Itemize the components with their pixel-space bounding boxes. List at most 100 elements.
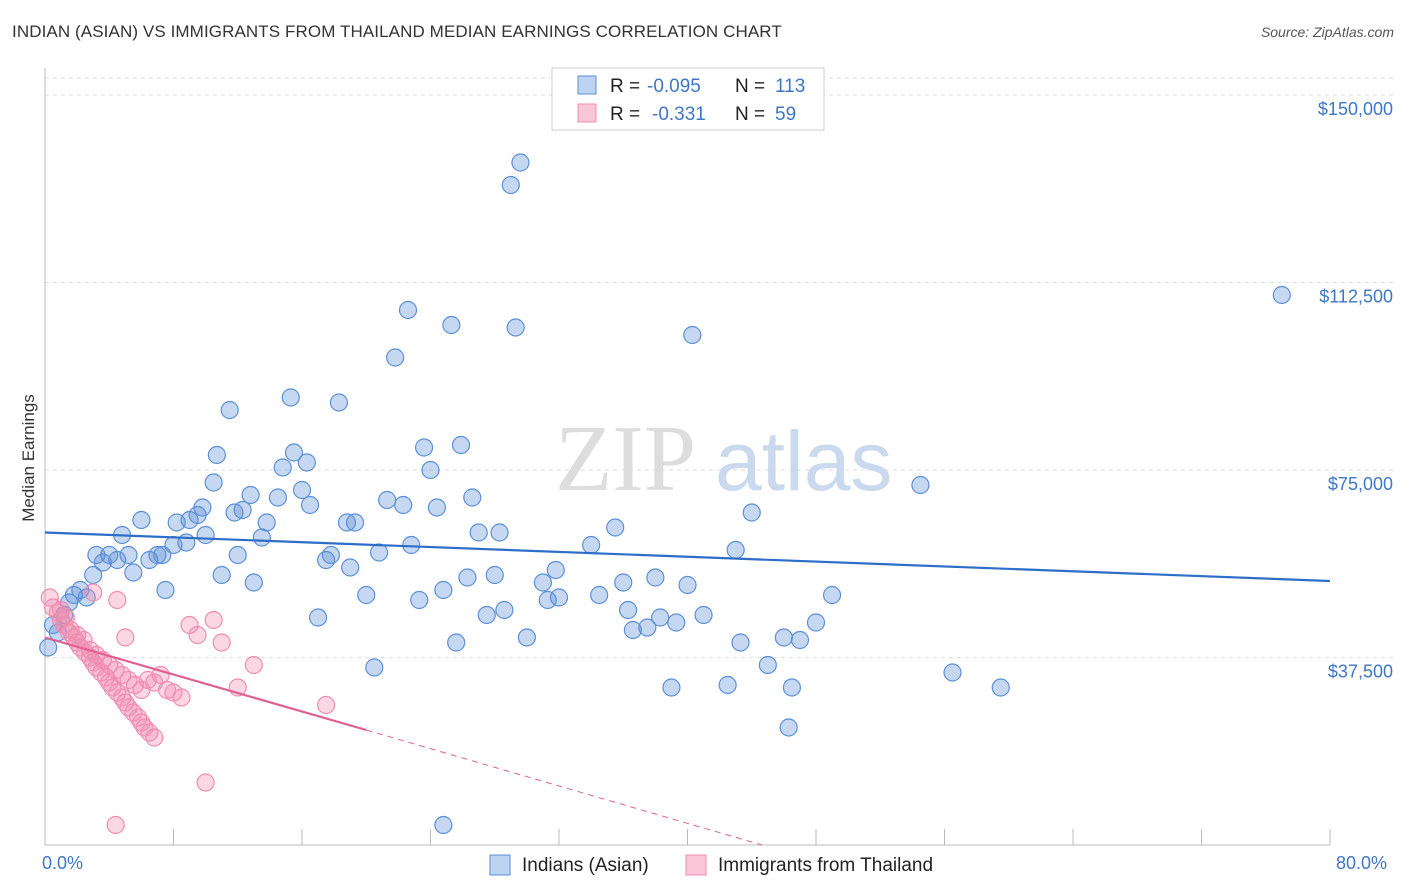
indians-point-67: [447, 633, 466, 652]
indians-point-51: [341, 558, 360, 577]
indians-point-98: [718, 675, 737, 695]
indians-point-107: [806, 613, 826, 632]
indians-point-63: [421, 460, 440, 480]
indians-point-39: [268, 488, 288, 507]
indians-point-88: [618, 600, 638, 620]
source-credit: Source: ZipAtlas.com: [1260, 24, 1394, 40]
watermark: ZIP atlas: [555, 407, 892, 511]
bottom-legend-label-indians: Indians (Asian): [522, 855, 649, 876]
bottom-legend: Indians (Asian) Immigrants from Thailand: [489, 854, 933, 876]
indians-point-10: [93, 553, 112, 572]
indians-point-75: [495, 600, 514, 620]
indians-point-105: [782, 678, 802, 697]
series-thailand-points: [40, 583, 336, 835]
chart-title: INDIAN (ASIAN) VS IMMIGRANTS FROM THAILA…: [12, 22, 782, 41]
legend-n-label-1: N =: [735, 76, 765, 97]
trend-lines: [44, 531, 1331, 846]
indians-point-74: [490, 523, 509, 542]
indians-point-95: [678, 575, 697, 595]
indians-point-43: [292, 480, 312, 500]
indians-point-14: [119, 545, 138, 565]
indians-point-55: [370, 543, 389, 562]
indians-point-45: [300, 495, 320, 515]
thailand-point-43: [151, 665, 170, 685]
indians-point-112: [1272, 285, 1291, 305]
grid-lines: [45, 77, 1395, 658]
indians-point-31: [220, 400, 239, 420]
indians-point-40: [273, 458, 292, 477]
indians-point-72: [477, 605, 496, 625]
indians-trend-line: [44, 531, 1331, 583]
indians-point-82: [546, 560, 565, 580]
indians-point-42: [284, 443, 304, 462]
indians-point-97: [694, 605, 713, 625]
y-tick-label-2: $112,500: [1319, 287, 1393, 307]
indians-point-46: [308, 608, 328, 627]
bottom-legend-label-thailand: Immigrants from Thailand: [718, 855, 933, 876]
legend-n-value-2: 59: [775, 104, 796, 125]
indians-point-0: [39, 638, 58, 657]
y-tick-label-3: $150,000: [1318, 99, 1393, 119]
indians-point-35: [241, 485, 260, 505]
thailand-point-48: [188, 625, 207, 645]
indians-point-113: [434, 815, 453, 835]
indians-point-100: [731, 633, 750, 652]
indians-point-76: [501, 175, 520, 195]
bottom-legend-swatch-pink: [685, 854, 707, 876]
indians-point-103: [774, 628, 793, 647]
bottom-legend-swatch-blue: [489, 854, 511, 876]
thailand-point-0: [40, 588, 59, 607]
indians-point-26: [193, 498, 212, 517]
indians-point-104: [779, 718, 798, 737]
indians-point-58: [394, 495, 413, 515]
thailand-point-53: [244, 655, 263, 675]
legend-r-value-1: -0.095: [647, 76, 701, 97]
y-tick-label-0: $37,500: [1328, 662, 1393, 682]
indians-point-29: [207, 445, 226, 465]
indians-point-106: [790, 630, 810, 650]
thailand-point-56: [108, 590, 127, 610]
indians-point-96: [683, 325, 702, 345]
indians-point-15: [124, 563, 143, 582]
legend-frame: [551, 67, 825, 131]
indians-point-18: [148, 545, 167, 565]
indians-point-85: [590, 585, 609, 605]
indians-point-101: [742, 503, 761, 522]
indians-point-57: [386, 348, 405, 367]
indians-point-44: [297, 453, 316, 472]
indians-point-37: [252, 528, 271, 547]
series-indians-points: [39, 153, 1291, 835]
indians-point-109: [911, 475, 930, 495]
legend-r-label-1: R =: [610, 76, 640, 97]
x-ticks: [44, 829, 1331, 845]
indians-point-62: [414, 438, 434, 457]
x-max-label: 80.0%: [1336, 853, 1387, 873]
indians-point-99: [726, 540, 745, 560]
indians-point-61: [410, 590, 429, 610]
indians-point-79: [517, 628, 536, 647]
indians-point-69: [458, 568, 477, 587]
indians-point-111: [991, 678, 1010, 697]
indians-point-68: [451, 435, 471, 455]
indians-point-84: [582, 535, 601, 555]
indians-point-94: [667, 613, 686, 632]
indians-point-41: [281, 388, 300, 407]
indians-point-49: [329, 393, 349, 412]
y-axis-label: Median Earnings: [19, 394, 38, 522]
thailand-point-22: [129, 708, 148, 727]
indians-point-89: [623, 620, 642, 640]
indians-point-38: [257, 513, 276, 532]
indians-point-30: [212, 565, 231, 585]
indians-point-16: [132, 510, 151, 530]
thailand-point-50: [204, 610, 223, 630]
y-tick-label-1: $75,000: [1328, 474, 1393, 494]
indians-point-59: [398, 300, 418, 320]
indians-point-34: [233, 500, 252, 520]
watermark-zip: ZIP: [555, 407, 696, 511]
indians-point-70: [463, 488, 482, 507]
indians-point-90: [638, 618, 657, 637]
indians-point-20: [156, 580, 175, 600]
indians-point-108: [822, 585, 842, 605]
indians-point-65: [434, 580, 453, 600]
